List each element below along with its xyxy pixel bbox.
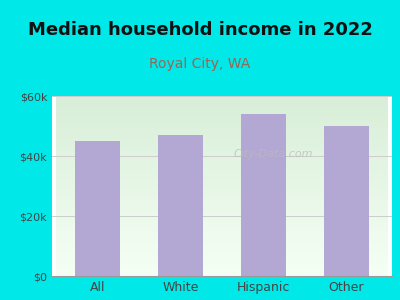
Text: Royal City, WA: Royal City, WA [149, 57, 251, 71]
Text: City-Data.com: City-Data.com [233, 148, 313, 159]
Bar [241, 114, 286, 276]
Bar [324, 126, 369, 276]
Text: Median household income in 2022: Median household income in 2022 [28, 21, 372, 39]
Bar [158, 135, 203, 276]
Bar [75, 141, 120, 276]
